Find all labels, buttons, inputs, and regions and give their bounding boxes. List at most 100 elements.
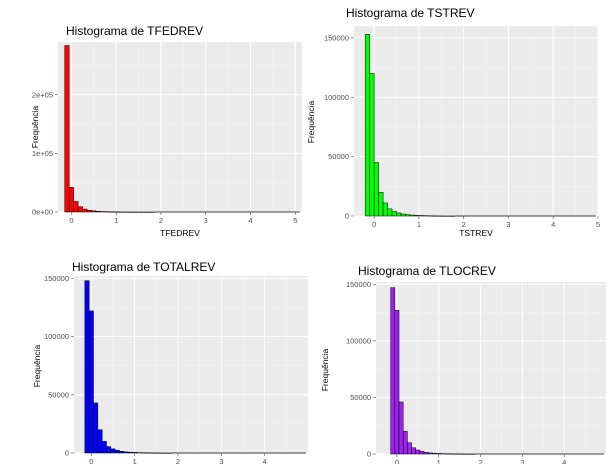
x-tick-label: 3	[506, 220, 510, 229]
histogram-bar	[390, 287, 396, 455]
histogram-bar	[114, 450, 120, 454]
x-tick-label: 4	[263, 457, 267, 464]
x-tick-label: 2	[159, 216, 163, 225]
histogram-bar	[93, 402, 99, 454]
x-tick-label: 4	[562, 458, 566, 464]
plot-background	[354, 26, 598, 216]
y-axis-label: Frequência	[320, 348, 330, 391]
histogram-bar	[414, 215, 420, 217]
plot-area: 0 1 2 3 4 5 0e+00 1e+05 2e+05	[32, 42, 302, 225]
histogram-bar	[396, 212, 402, 217]
histogram-bar	[101, 441, 107, 454]
histogram-bar	[95, 211, 101, 213]
x-tick-label: 2	[462, 220, 466, 229]
x-axis-label: TSTREV	[459, 228, 493, 238]
histogram-bar	[378, 192, 384, 217]
histogram-bar	[132, 452, 138, 454]
histogram-bar	[407, 442, 412, 455]
histogram-bar	[123, 451, 129, 454]
x-tick-label: 0	[372, 220, 376, 229]
histogram-bar	[64, 45, 70, 213]
y-axis-label: Frequência	[30, 105, 40, 148]
y-tick-label: 1e+05	[32, 149, 53, 158]
plot-background	[58, 42, 302, 212]
y-tick-label: 50000	[328, 152, 349, 161]
x-tick-label: 0	[89, 457, 93, 464]
y-tick-label: 0	[65, 449, 69, 458]
histogram-bar	[415, 449, 421, 455]
histogram-bar	[91, 210, 97, 213]
histogram-bar	[119, 451, 125, 454]
histogram-bar	[402, 431, 408, 455]
histogram-bar	[97, 429, 103, 454]
y-tick-label: 0	[367, 450, 371, 459]
histogram-bar	[409, 214, 415, 217]
x-tick-label: 5	[596, 220, 600, 229]
x-tick-label: 4	[551, 220, 555, 229]
plot-area: 0 1 2 3 4 0 50000 100000 150000	[346, 280, 606, 464]
y-tick-label: 150000	[324, 33, 349, 42]
histogram-bar	[127, 451, 133, 454]
x-axis-label: TFEDREV	[160, 228, 200, 238]
x-tick-label: 3	[204, 216, 208, 225]
x-tick-label: 0	[395, 458, 399, 464]
histogram-bar	[405, 214, 411, 217]
y-axis-label: Frequência	[306, 100, 316, 143]
x-tick-label: 1	[417, 220, 421, 229]
plot-background	[74, 276, 308, 453]
histogram-bar	[391, 211, 397, 217]
histogram-bar	[82, 208, 88, 213]
x-tick-label: 1	[133, 457, 137, 464]
chart-title: Histograma de TSTREV	[346, 6, 475, 20]
histogram-bar	[84, 280, 90, 454]
y-tick-label: 2e+05	[32, 90, 53, 99]
y-tick-label: 50000	[350, 393, 371, 402]
x-tick-label: 0	[69, 216, 73, 225]
x-tick-label: 2	[478, 458, 482, 464]
plot-background	[376, 282, 606, 454]
histogram-bar	[411, 447, 416, 455]
histogram-bar	[106, 446, 112, 454]
histogram-bar	[382, 202, 388, 217]
x-tick-label: 1	[437, 458, 441, 464]
y-tick-label: 100000	[346, 336, 371, 345]
chart-title: Histograma de TFEDREV	[66, 24, 203, 38]
histogram-bar	[387, 208, 393, 217]
histogram-bar	[110, 448, 116, 454]
histogram-bar	[436, 453, 442, 455]
chart-title: Histograma de TOTALREV	[72, 260, 215, 274]
plot-area: 0 1 2 3 4 0 50000 100000 150000	[44, 274, 308, 464]
histogram-totalrev: 0 1 2 3 4 0 50000 100000 150000 Histograma de TO…	[32, 260, 308, 464]
y-tick-label: 150000	[44, 274, 69, 283]
histogram-bar	[86, 209, 92, 213]
x-tick-label: 1	[114, 216, 118, 225]
y-tick-label: 100000	[324, 93, 349, 102]
histogram-bar	[373, 162, 379, 217]
x-tick-label: 5	[293, 216, 297, 225]
histogram-bar	[364, 34, 370, 217]
y-tick-label: 0	[345, 212, 349, 221]
histogram-bar	[398, 401, 404, 455]
x-tick-label: 4	[248, 216, 252, 225]
histogram-bar	[369, 73, 375, 217]
histogram-bar	[419, 451, 425, 455]
plot-area: 0 1 2 3 4 5 0 50000 100000 150000	[324, 26, 600, 229]
histogram-bar	[68, 187, 74, 213]
histogram-bar	[88, 310, 94, 454]
histogram-bar	[423, 452, 429, 455]
chart-title: Histograma de TLOCREV	[358, 264, 496, 278]
y-tick-label: 0e+00	[32, 208, 53, 217]
histogram-tlocrev: 0 1 2 3 4 0 50000 100000 150000 Histograma de TL…	[320, 264, 606, 464]
y-tick-label: 50000	[48, 390, 69, 399]
histogram-tfedrev: 0 1 2 3 4 5 0e+00 1e+05 2e+05 Histograma de TFED…	[30, 24, 302, 238]
y-tick-label: 100000	[44, 332, 69, 341]
histogram-bar	[432, 452, 437, 455]
histogram-bar	[400, 213, 406, 217]
histogram-bar	[77, 206, 83, 213]
y-axis-label: Frequência	[32, 344, 42, 387]
y-tick-label: 150000	[346, 280, 371, 289]
histogram-bar	[428, 452, 433, 455]
histogram-bar	[394, 310, 400, 455]
histogram-tstrev: 0 1 2 3 4 5 0 50000 100000 150000 Histograma de T…	[306, 6, 600, 238]
x-tick-label: 2	[176, 457, 180, 464]
